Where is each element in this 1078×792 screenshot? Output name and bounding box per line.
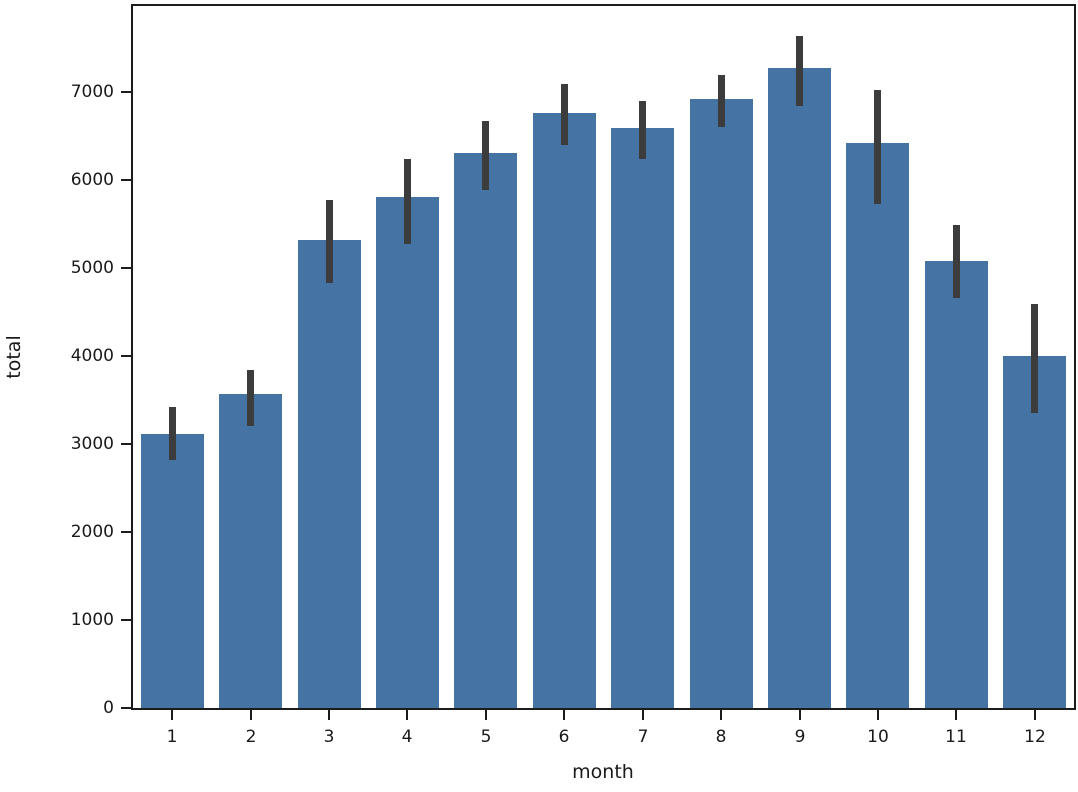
bar-month-6 — [533, 113, 596, 708]
error-bar-month-4 — [404, 159, 411, 244]
bar-month-2 — [219, 394, 282, 708]
bar-month-7 — [611, 128, 674, 708]
x-tick-mark — [1034, 710, 1036, 720]
y-tick-label: 3000 — [70, 434, 114, 454]
x-tick-label: 11 — [945, 727, 967, 747]
x-tick-mark — [485, 710, 487, 720]
bar-month-10 — [846, 143, 909, 708]
x-tick-label: 3 — [323, 727, 335, 747]
error-bar-month-10 — [874, 90, 881, 204]
y-tick-label: 0 — [103, 698, 114, 718]
y-axis-title: total — [3, 335, 25, 379]
error-bar-month-1 — [169, 407, 176, 460]
bar-month-11 — [925, 261, 988, 708]
y-tick-label: 6000 — [70, 170, 114, 190]
y-tick-mark — [121, 531, 131, 533]
error-bar-month-3 — [326, 200, 333, 283]
x-tick-mark — [563, 710, 565, 720]
x-tick-mark — [406, 710, 408, 720]
y-tick-mark — [121, 91, 131, 93]
y-tick-mark — [121, 707, 131, 709]
error-bar-month-7 — [639, 101, 646, 159]
y-tick-mark — [121, 267, 131, 269]
bar-month-9 — [768, 68, 831, 708]
x-tick-label: 4 — [401, 727, 413, 747]
plot-area — [131, 4, 1076, 710]
x-tick-label: 12 — [1024, 727, 1046, 747]
error-bar-month-2 — [247, 370, 254, 426]
bar-month-1 — [141, 434, 204, 708]
bar-month-8 — [690, 99, 753, 708]
x-tick-label: 2 — [245, 727, 257, 747]
y-tick-label: 4000 — [70, 346, 114, 366]
y-tick-mark — [121, 179, 131, 181]
error-bar-month-8 — [718, 75, 725, 127]
x-tick-label: 5 — [480, 727, 492, 747]
x-tick-mark — [955, 710, 957, 720]
y-tick-label: 5000 — [70, 258, 114, 278]
x-axis-title: month — [572, 761, 634, 783]
x-tick-label: 8 — [715, 727, 727, 747]
bar-month-4 — [376, 197, 439, 708]
y-tick-mark — [121, 355, 131, 357]
x-tick-mark — [799, 710, 801, 720]
plot-inner — [133, 6, 1074, 708]
error-bar-month-11 — [953, 225, 960, 298]
x-tick-mark — [877, 710, 879, 720]
x-tick-mark — [171, 710, 173, 720]
x-tick-mark — [642, 710, 644, 720]
x-tick-label: 9 — [794, 727, 806, 747]
error-bar-month-9 — [796, 36, 803, 106]
y-tick-mark — [121, 443, 131, 445]
y-tick-label: 7000 — [70, 82, 114, 102]
y-tick-mark — [121, 619, 131, 621]
error-bar-month-5 — [482, 121, 489, 190]
x-tick-label: 1 — [166, 727, 178, 747]
error-bar-month-12 — [1031, 304, 1038, 413]
error-bar-month-6 — [561, 84, 568, 145]
y-tick-label: 2000 — [70, 522, 114, 542]
x-tick-mark — [720, 710, 722, 720]
x-tick-mark — [250, 710, 252, 720]
x-tick-label: 10 — [867, 727, 889, 747]
y-tick-label: 1000 — [70, 610, 114, 630]
bar-month-5 — [454, 153, 517, 708]
x-tick-label: 7 — [637, 727, 649, 747]
x-tick-mark — [328, 710, 330, 720]
bar-month-12 — [1003, 356, 1066, 708]
bar-month-3 — [298, 240, 361, 708]
x-tick-label: 6 — [558, 727, 570, 747]
